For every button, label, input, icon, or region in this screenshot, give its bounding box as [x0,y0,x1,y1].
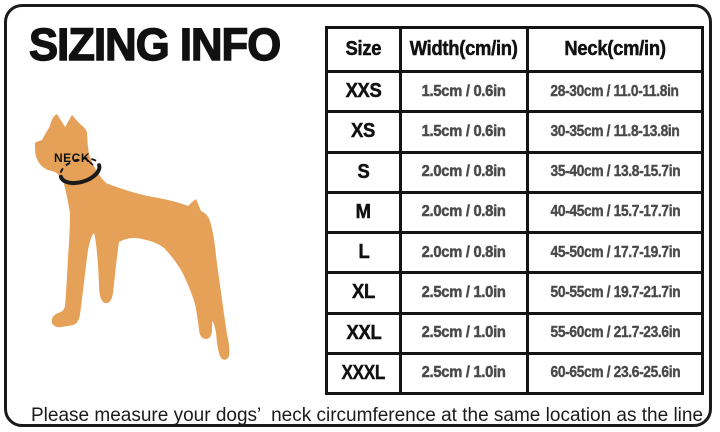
width-cell: 2.5cm / 1.0in [399,351,529,396]
neck-cell: 45-50cm / 17.7-19.7in [526,230,704,275]
table-header-row: Size Width(cm/in) Neck(cm/in) [325,26,704,73]
width-cell: 2.0cm / 0.8in [399,150,529,194]
neck-cell: 28-30cm / 11.0-11.8in [526,69,704,114]
measure-note: Please measure your dogs’ neck circumfer… [31,405,709,426]
table-row: XXL 2.5cm / 1.0in 55-60cm / 21.7-23.6in [325,311,704,355]
width-cell: 2.0cm / 0.8in [399,230,529,275]
col-header-neck: Neck(cm/in) [526,26,704,73]
dog-illustration: NECK [22,107,312,377]
collar-line-icon [58,157,102,186]
table-row: XS 1.5cm / 0.6in 30-35cm / 11.8-13.8in [325,110,704,154]
size-cell: XS [325,110,402,154]
neck-cell: 60-65cm / 23.6-25.6in [526,351,704,396]
size-cell: XXXL [325,351,402,396]
neck-cell: 35-40cm / 13.8-15.7in [526,150,704,194]
width-cell: 1.5cm / 0.6in [399,69,529,114]
col-header-width: Width(cm/in) [399,26,529,73]
width-cell: 2.0cm / 0.8in [399,190,529,235]
width-cell: 1.5cm / 0.6in [399,110,529,154]
table-row: XXXL 2.5cm / 1.0in 60-65cm / 23.6-25.6in [325,351,704,396]
size-cell: XXL [325,311,402,355]
size-cell: S [325,150,402,194]
neck-cell: 40-45cm / 15.7-17.7in [526,190,704,235]
table-row: XL 2.5cm / 1.0in 50-55cm / 19.7-21.7in [325,271,704,315]
size-cell: L [325,230,402,275]
width-cell: 2.5cm / 1.0in [399,311,529,355]
neck-cell: 50-55cm / 19.7-21.7in [526,271,704,315]
neck-leader-line [83,156,94,166]
page-title: SIZING INFO [28,18,282,70]
table-row: L 2.0cm / 0.8in 45-50cm / 17.7-19.7in [325,230,704,275]
size-cell: XL [325,271,402,315]
size-cell: M [325,190,402,235]
sizing-table: Size Width(cm/in) Neck(cm/in) XXS 1.5cm … [325,26,704,396]
info-card-frame: SIZING INFO NECK Size Width(cm/in) Neck(… [4,4,712,427]
size-cell: XXS [325,69,402,114]
dog-silhouette-icon [35,114,230,360]
table-row: XXS 1.5cm / 0.6in 28-30cm / 11.0-11.8in [325,69,704,114]
table-row: S 2.0cm / 0.8in 35-40cm / 13.8-15.7in [325,150,704,194]
col-header-size: Size [325,26,402,73]
neck-label: NECK [54,151,90,165]
neck-cell: 55-60cm / 21.7-23.6in [526,311,704,355]
width-cell: 2.5cm / 1.0in [399,271,529,315]
neck-cell: 30-35cm / 11.8-13.8in [526,110,704,154]
table-row: M 2.0cm / 0.8in 40-45cm / 15.7-17.7in [325,190,704,235]
